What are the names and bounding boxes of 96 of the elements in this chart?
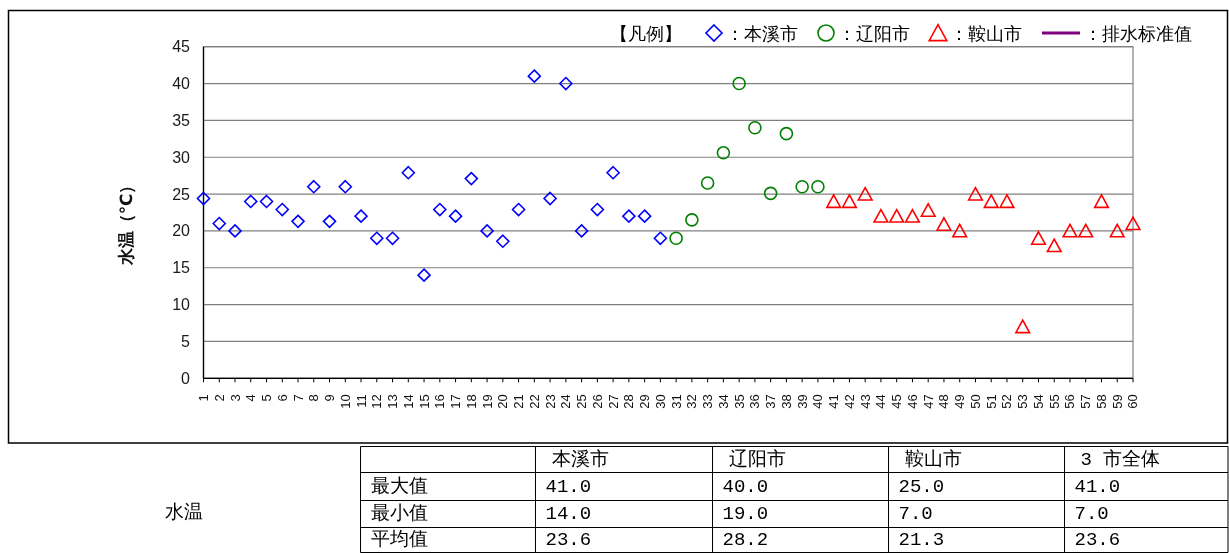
x-tick-label: 51 [983, 394, 999, 409]
x-tick-label: 3 [227, 394, 243, 402]
text: 41.0 [545, 475, 592, 498]
y-tick-label: 10 [172, 296, 191, 314]
x-tick-label: 15 [416, 394, 432, 409]
x-tick-label: 25 [574, 394, 590, 409]
x-tick-label: 23 [542, 394, 558, 409]
x-tick-label: 2 [211, 394, 227, 402]
x-tick-label: 55 [1046, 394, 1062, 409]
x-tick-label: 42 [841, 394, 857, 409]
x-tick-label: 44 [873, 394, 889, 409]
x-tick-label: 21 [511, 394, 527, 409]
x-tick-label: 17 [448, 394, 464, 409]
x-tick-label: 60 [1125, 394, 1141, 409]
x-tick-label: 30 [652, 394, 668, 409]
x-tick-label: 59 [1109, 394, 1125, 409]
y-tick-label: 20 [172, 222, 191, 240]
text: 40.0 [722, 475, 769, 498]
legend-label: ：鞍山市 [950, 24, 1022, 44]
x-tick-label: 26 [589, 394, 605, 409]
legend-label: ：本溪市 [726, 24, 798, 44]
text: 最大值 [370, 475, 428, 498]
x-tick-label: 38 [778, 394, 794, 409]
text: 23.6 [1074, 529, 1121, 551]
x-tick-label: 37 [763, 394, 779, 409]
legend-label: ：辽阳市 [838, 24, 910, 44]
x-tick-label: 10 [337, 394, 353, 409]
x-tick-label: 43 [857, 394, 873, 409]
x-tick-label: 19 [479, 394, 495, 409]
x-tick-label: 7 [290, 394, 306, 402]
x-tick-label: 36 [747, 394, 763, 409]
y-tick-label: 15 [172, 259, 191, 277]
x-tick-label: 24 [558, 394, 574, 409]
x-tick-label: 40 [810, 394, 826, 409]
x-tick-label: 49 [952, 394, 968, 409]
x-tick-label: 13 [385, 394, 401, 409]
legend-title: 【凡例】 [610, 24, 682, 44]
x-tick-label: 5 [259, 394, 275, 402]
x-tick-label: 48 [936, 394, 952, 409]
x-tick-label: 29 [637, 394, 653, 409]
y-tick-label: 30 [172, 148, 191, 166]
text: 41.0 [1074, 475, 1121, 498]
x-tick-label: 52 [999, 394, 1015, 409]
text: 本溪市 [551, 447, 609, 471]
x-tick-label: 34 [715, 394, 731, 409]
text: 辽阳市 [728, 447, 786, 471]
x-tick-label: 56 [1062, 394, 1078, 409]
x-tick-label: 46 [904, 394, 920, 409]
x-tick-label: 20 [495, 394, 511, 409]
text: 28.2 [722, 529, 769, 551]
y-tick-label: 0 [181, 369, 191, 387]
x-tick-label: 54 [1030, 394, 1046, 409]
text: 3 市全体 [1080, 447, 1161, 471]
y-axis-title: 水温（℃） [116, 176, 136, 267]
x-tick-label: 50 [967, 394, 983, 409]
x-tick-label: 53 [1015, 394, 1031, 409]
x-tick-label: 45 [889, 394, 905, 409]
text: 7.0 [898, 503, 933, 525]
x-tick-label: 32 [684, 394, 700, 409]
text: 19.0 [722, 503, 769, 525]
x-tick-label: 4 [243, 394, 259, 402]
x-tick-label: 31 [668, 394, 684, 409]
text: 23.6 [545, 529, 592, 551]
x-tick-label: 14 [400, 394, 416, 409]
x-tick-label: 8 [306, 394, 322, 402]
x-tick-label: 57 [1078, 394, 1094, 409]
text: 鞍山市 [904, 447, 962, 471]
x-tick-label: 1 [196, 394, 211, 402]
text: 25.0 [898, 475, 945, 498]
x-tick-label: 33 [700, 394, 716, 409]
y-tick-label: 35 [172, 111, 191, 129]
text: 21.3 [898, 529, 945, 551]
x-tick-label: 35 [731, 394, 747, 409]
text: 7.0 [1074, 503, 1109, 525]
y-tick-label: 5 [181, 332, 191, 350]
y-tick-label: 45 [172, 38, 191, 56]
x-tick-label: 22 [526, 394, 542, 409]
x-tick-label: 12 [369, 394, 385, 409]
text: 平均值 [370, 529, 428, 551]
x-tick-label: 9 [322, 394, 338, 402]
text: 14.0 [545, 503, 592, 525]
text: 水温 [165, 501, 203, 524]
y-tick-label: 40 [172, 75, 191, 93]
x-tick-label: 6 [274, 394, 290, 402]
x-tick-label: 27 [605, 394, 621, 409]
x-tick-label: 11 [353, 394, 369, 408]
x-tick-label: 39 [794, 394, 810, 409]
text: 最小值 [370, 503, 428, 525]
x-tick-label: 58 [1093, 394, 1109, 409]
x-tick-label: 28 [621, 394, 637, 409]
y-tick-label: 25 [172, 185, 191, 203]
x-tick-label: 16 [432, 394, 448, 409]
x-tick-label: 47 [920, 394, 936, 409]
x-tick-label: 18 [463, 394, 479, 409]
legend-label: ：排水标准值 [1084, 24, 1192, 44]
x-tick-label: 41 [826, 394, 842, 409]
